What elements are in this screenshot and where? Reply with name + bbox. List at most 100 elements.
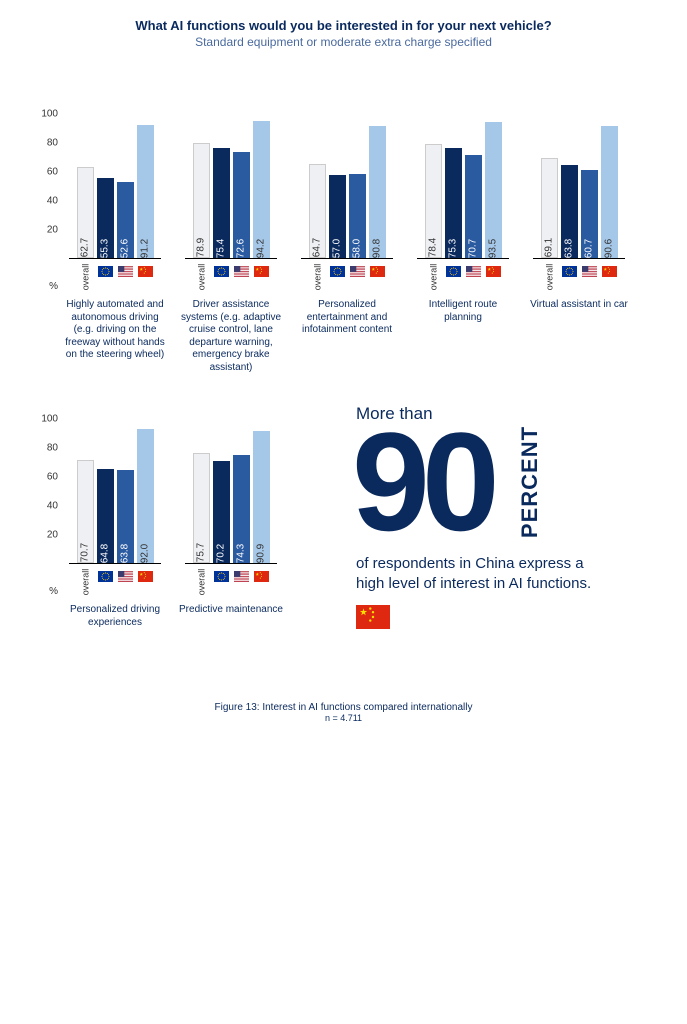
bar-value-label: 70.2 [216,544,227,563]
bar-value-label: 70.7 [468,239,479,258]
bar-value-label: 75.4 [216,239,227,258]
figure-caption: Figure 13: Interest in AI functions comp… [30,702,657,713]
overall-label: overall [544,264,554,291]
bar-us: 60.7 [581,170,598,258]
axis-tick: 20 [47,529,58,540]
bar-cn: 90.6 [601,126,618,258]
bar-overall: 75.7 [193,453,210,563]
overall-label: overall [196,264,206,291]
bar-us: 63.8 [117,470,134,563]
bar-value-label: 57.0 [332,239,343,258]
figure-n: n = 4.711 [30,713,657,723]
flag-cn-icon [254,569,269,580]
bar-group: 75.770.274.390.9overallPredictive mainte… [180,404,282,629]
bar-value-label: 70.7 [80,543,91,562]
flag-eu-icon [98,264,113,275]
chart-title: What AI functions would you be intereste… [30,18,657,33]
flag-us-icon [582,264,597,275]
bar-value-label: 52.6 [120,239,131,258]
bar-overall: 70.7 [77,460,94,563]
bar-value-label: 58.0 [352,239,363,258]
bar-eu: 70.2 [213,461,230,563]
group-caption: Personalized driving experiences [61,604,169,629]
bar-eu: 75.3 [445,148,462,258]
flag-cn-icon [370,264,385,275]
bar-group: 70.7 64.8 63.8 92.0 overall Personalized driv… [64,404,166,629]
flag-eu-icon [330,264,345,275]
bar-cn: 94.2 [253,121,270,258]
bar-overall: 69.1 [541,158,558,259]
axis-tick: 80 [47,137,58,148]
bar-value-label: 74.3 [236,544,247,563]
bar-value-label: 90.6 [604,239,615,258]
axis-tick: 60 [47,471,58,482]
bar-value-label: 90.9 [256,544,267,563]
bar-eu: 55.3 [97,178,114,258]
bar-overall: 78.9 [193,143,210,258]
bar-value-label: 94.2 [256,239,267,258]
bar-cn: 90.9 [253,431,270,563]
callout-text: of respondents in China express a high l… [356,554,612,593]
bar-us: 72.6 [233,152,250,258]
bar-us: 74.3 [233,455,250,563]
bar-value-label: 69.1 [544,238,555,257]
bar-value-label: 91.2 [140,239,151,258]
bar-eu: 75.4 [213,148,230,258]
flag-us-icon [350,264,365,275]
flag-us-icon [234,569,249,580]
bar-eu: 64.8 [97,469,114,563]
flag-eu-icon [98,569,113,580]
flag-cn-icon [138,264,153,275]
callout-flag-cn [356,605,612,634]
flag-us-icon [234,264,249,275]
bar-group: 78.475.370.793.5overallIntelligent route… [412,99,514,374]
bar-value-label: 64.8 [100,544,111,563]
bar-group: 78.975.472.694.2overallDriver assistance… [180,99,282,374]
flag-cn-icon [486,264,501,275]
flag-us-icon [118,569,133,580]
bar-overall: 78.4 [425,144,442,258]
axis-tick: 80 [47,442,58,453]
axis-tick: 60 [47,166,58,177]
bar-value-label: 64.7 [312,238,323,257]
overall-label: overall [80,264,90,291]
bar-value-label: 60.7 [584,239,595,258]
overall-label: overall [428,264,438,291]
bar-value-label: 75.3 [448,239,459,258]
overall-label: overall [80,569,90,596]
flag-cn-icon [138,569,153,580]
chart-subtitle: Standard equipment or moderate extra cha… [30,35,657,49]
flag-us-icon [118,264,133,275]
pct-label: % [30,586,64,597]
pct-label: % [30,281,64,292]
bar-value-label: 78.4 [428,238,439,257]
bar-overall: 64.7 [309,164,326,258]
bar-us: 70.7 [465,155,482,258]
bar-value-label: 62.7 [80,238,91,257]
flag-eu-icon [214,264,229,275]
bar-value-label: 55.3 [100,239,111,258]
flag-eu-icon [446,264,461,275]
bar-cn: 92.0 [137,429,154,563]
bar-value-label: 90.8 [372,239,383,258]
callout-percent: PERCENT [517,426,543,538]
flag-us-icon [466,264,481,275]
bar-cn: 90.8 [369,126,386,258]
bar-value-label: 92.0 [140,544,151,563]
group-caption: Virtual assistant in car [525,299,633,312]
chart-row-1: 20406080100 % 62.755.352.691.2overallHig… [30,99,657,374]
callout-big-number: 90 [352,412,492,552]
bar-us: 52.6 [117,182,134,259]
y-axis-2: 20406080100 % [30,404,64,597]
bar-group: 69.163.860.790.6overallVirtual assistant… [528,99,630,374]
bar-overall: 62.7 [77,167,94,258]
bar-us: 58.0 [349,174,366,258]
group-caption: Personalized entertainment and infotainm… [293,299,401,337]
flag-cn-icon [254,264,269,275]
overall-label: overall [196,569,206,596]
y-axis-1: 20406080100 % [30,99,64,292]
flag-cn-icon [602,264,617,275]
flag-eu-icon [214,569,229,580]
callout: More than 90 PERCENT of respondents in C… [352,404,612,634]
bar-value-label: 93.5 [488,239,499,258]
